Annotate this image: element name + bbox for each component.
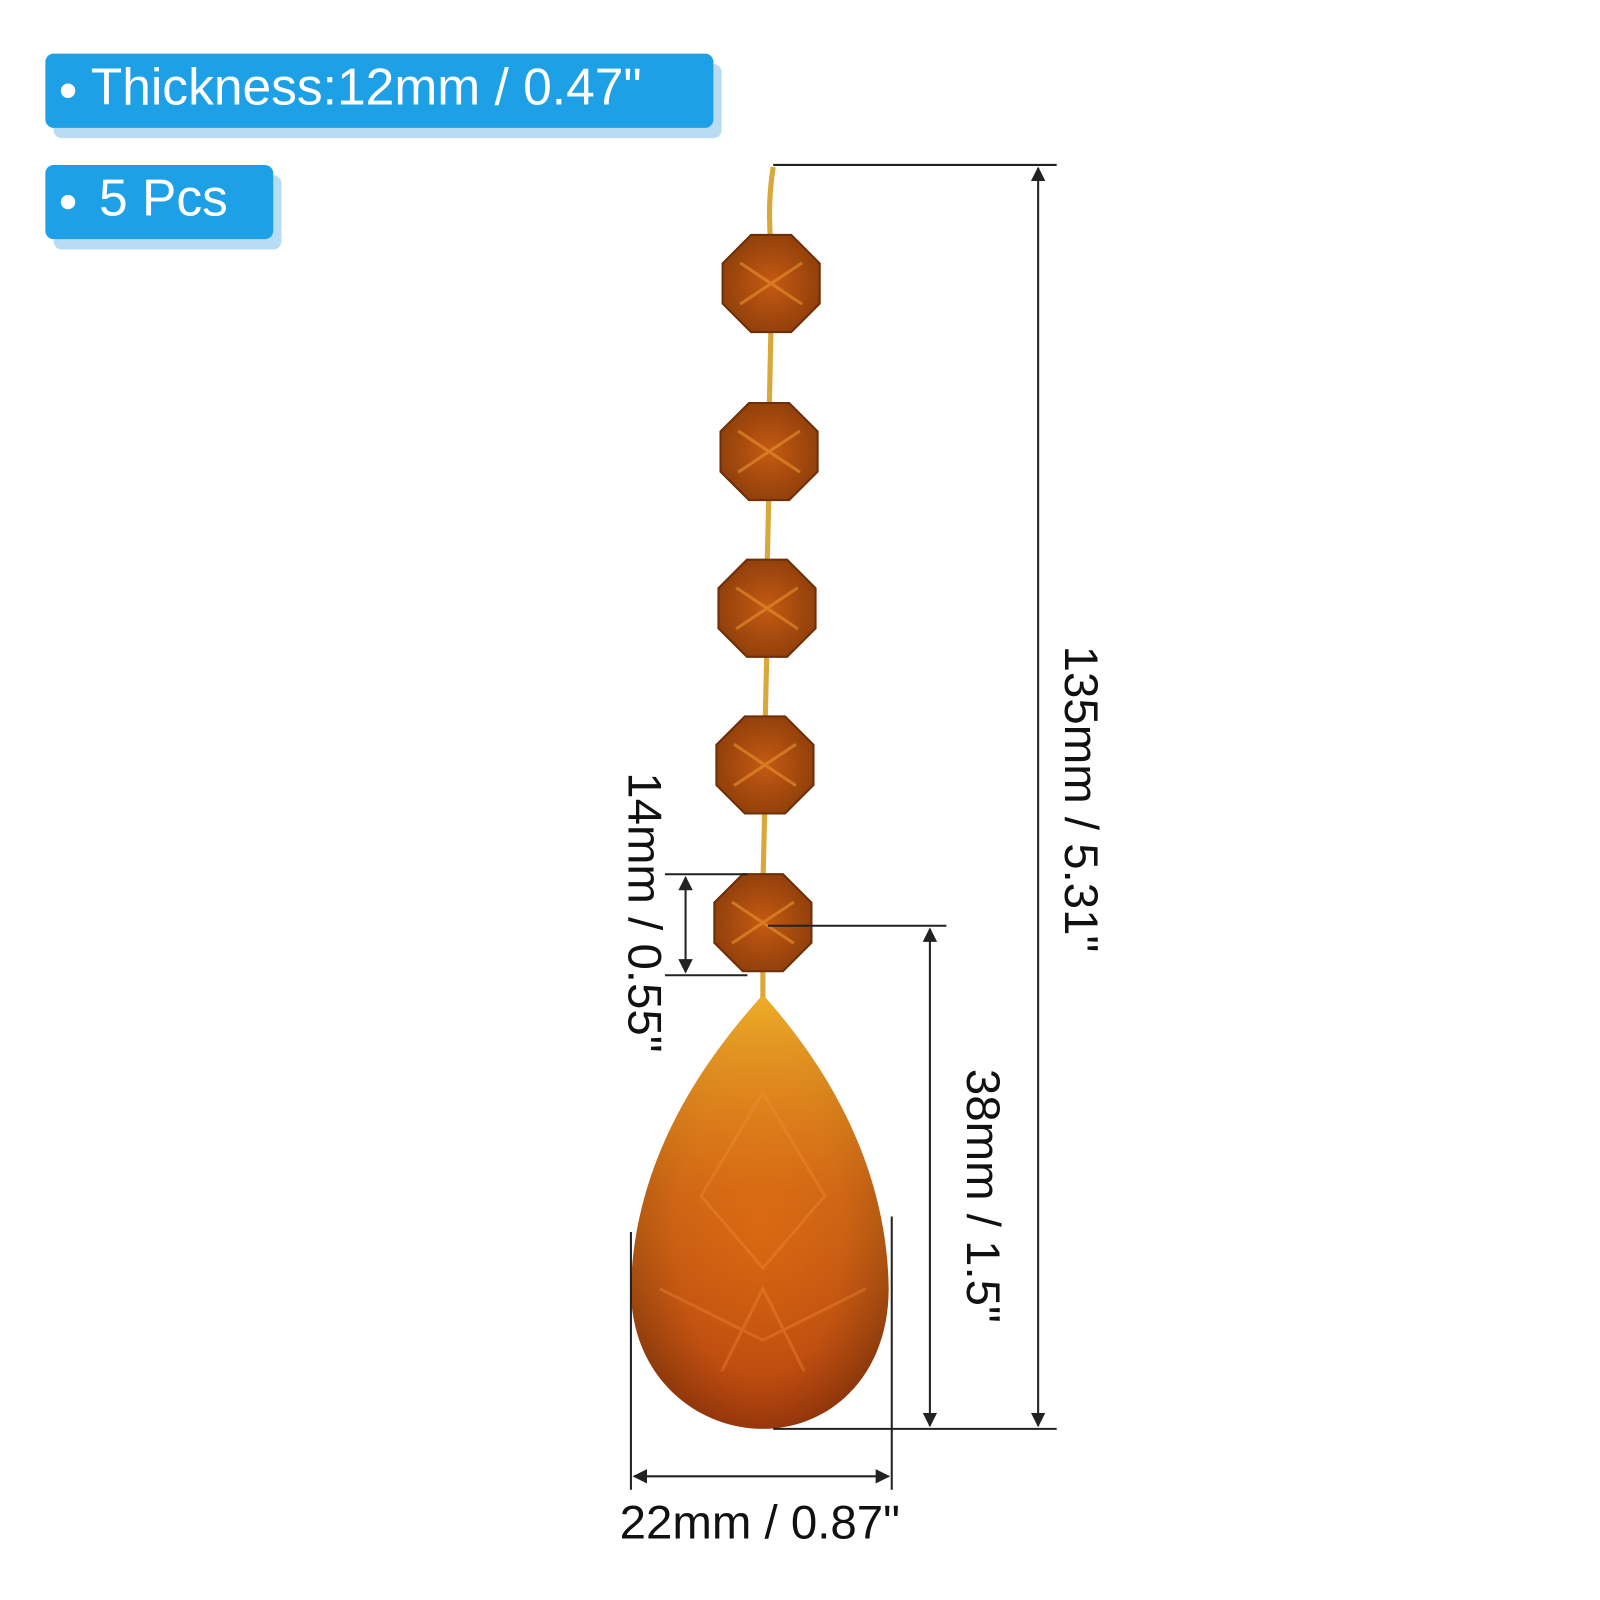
pendant [630, 166, 889, 1429]
badge: Thickness:12mm / 0.47" [45, 53, 722, 139]
dimension-label: 22mm / 0.87" [620, 1496, 900, 1549]
bead-facet [735, 586, 799, 631]
bead-facet [739, 261, 803, 306]
badge-text: Thickness:12mm / 0.47" [91, 57, 642, 115]
badge-text: 5 Pcs [99, 169, 228, 227]
beads [713, 233, 821, 973]
dimension-label: 38mm / 1.5" [956, 1069, 1009, 1323]
badge: 5 Pcs [45, 164, 282, 250]
bead-facet [733, 743, 797, 787]
bead-facet [737, 429, 801, 474]
dimension-lines [629, 163, 1057, 1490]
bead-facet [731, 900, 795, 945]
dimension-label: 135mm / 5.31" [1054, 646, 1107, 953]
dimension-label: 14mm / 0.55" [618, 772, 671, 1052]
